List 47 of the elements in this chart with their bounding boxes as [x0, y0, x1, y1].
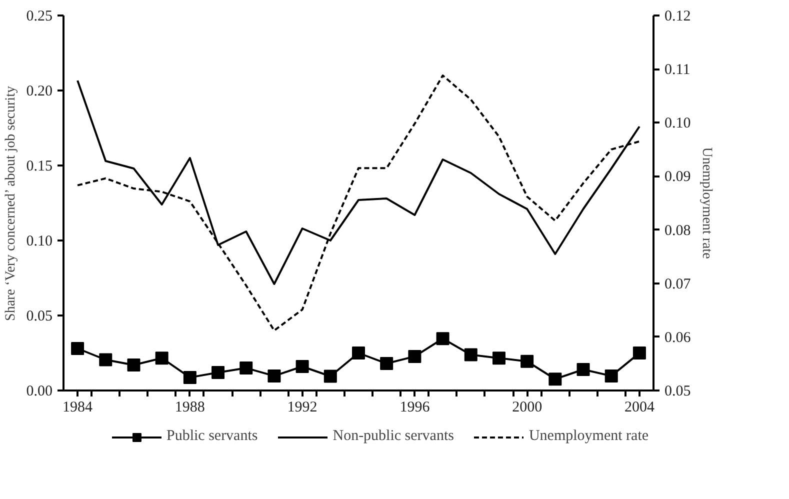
point — [492, 352, 506, 365]
point — [604, 369, 618, 382]
y-axis-title: Share ‘Very concerned’ about job security — [3, 86, 18, 321]
x-tick-label: 1992 — [287, 400, 318, 416]
x-tick-label: 2004 — [624, 400, 655, 416]
point — [548, 372, 562, 386]
y2-tick-label: 0.06 — [664, 330, 692, 346]
y2-tick-label: 0.10 — [664, 116, 691, 132]
x-tick-label: 1984 — [62, 400, 94, 416]
legend-label: Unemployment rate — [528, 428, 649, 445]
y-tick-label: 0.25 — [26, 8, 52, 24]
point — [296, 360, 309, 373]
y-tick-label: 0.15 — [26, 158, 52, 174]
line-series — [76, 74, 640, 332]
point — [576, 363, 590, 376]
point — [268, 369, 281, 382]
y-tick-label: 0.05 — [26, 308, 52, 324]
point — [408, 350, 422, 363]
y2-tick-label: 0.05 — [664, 384, 691, 400]
point — [240, 362, 253, 374]
y-tick-label: 0.20 — [26, 84, 52, 100]
point — [352, 346, 365, 360]
y2-tick-label: 0.07 — [664, 276, 692, 292]
point — [324, 370, 337, 383]
point — [155, 352, 168, 365]
point — [183, 370, 196, 384]
legend-label: Non-public servants — [332, 428, 454, 445]
y2-tick-label: 0.12 — [664, 8, 691, 24]
point — [71, 342, 84, 355]
point — [464, 348, 478, 362]
legend-label: Public servants — [166, 428, 258, 445]
x-tick-label: 2000 — [512, 400, 542, 416]
x-tick-label: 1996 — [400, 400, 430, 416]
y-tick-label: 0.10 — [26, 234, 52, 250]
x-tick-label: 1988 — [174, 400, 205, 416]
point — [520, 354, 534, 368]
y-tick-label: 0.00 — [26, 384, 52, 400]
y2-tick-label: 0.09 — [664, 169, 691, 186]
point — [436, 332, 450, 346]
point — [380, 357, 394, 370]
point — [212, 366, 225, 379]
y2-axis-title: Unemployment rate — [698, 147, 714, 259]
point — [127, 358, 140, 372]
y2-tick-label: 0.11 — [664, 62, 690, 78]
y2-tick-label: 0.08 — [664, 222, 691, 239]
point — [632, 346, 646, 360]
point — [99, 353, 112, 366]
